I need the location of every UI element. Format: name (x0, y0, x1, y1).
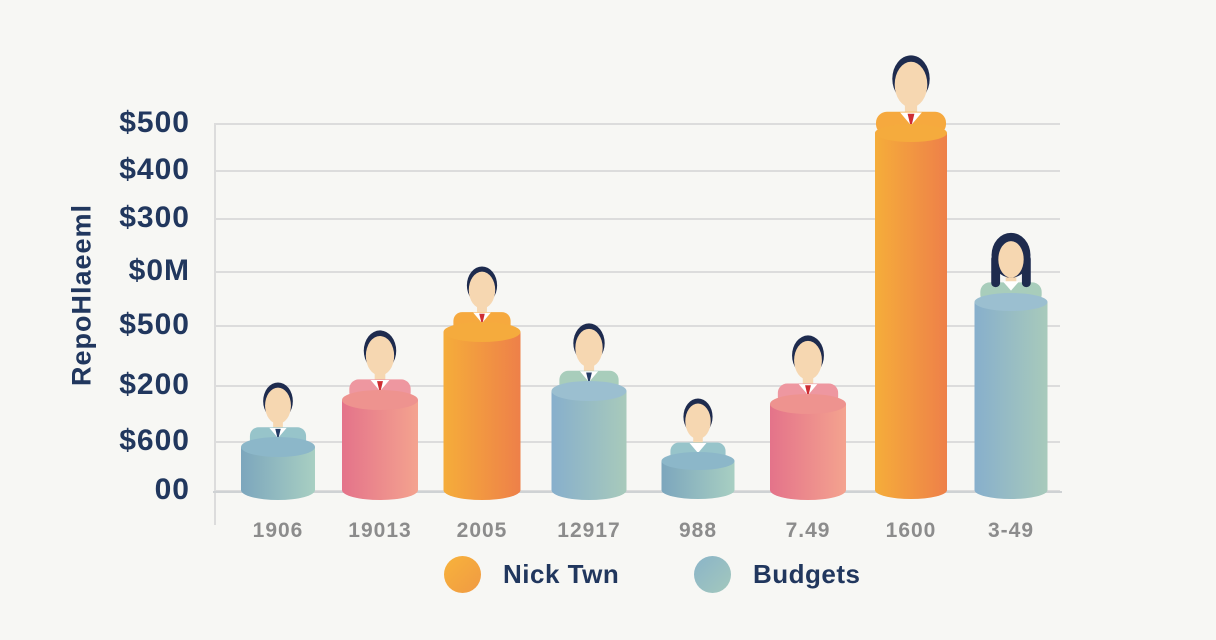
y-tick-label: $0M (128, 254, 190, 287)
legend-label: Nick Twn (503, 559, 620, 589)
person-face (575, 328, 603, 368)
x-axis-label: 2005 (456, 519, 508, 542)
person-face (685, 403, 711, 440)
bar-cylinder-body (443, 332, 521, 490)
person-face (365, 336, 395, 376)
person-tie (479, 313, 485, 326)
y-tick-label: $500 (119, 106, 190, 139)
bar-cylinder-bottom (241, 480, 315, 500)
gridline (215, 123, 1060, 125)
bar-cylinder-top (661, 452, 735, 470)
gridline (215, 218, 1060, 220)
bar-cylinder-bottom (875, 481, 947, 499)
x-axis-label: 1906 (252, 519, 304, 542)
bar-cylinder-bottom (770, 480, 846, 500)
y-tick-label: $200 (119, 368, 190, 401)
gridline (215, 441, 1060, 443)
x-axis-label: 7.49 (785, 519, 831, 542)
gridline (215, 271, 1060, 273)
person-hair-lock-right (1021, 254, 1031, 288)
legend-item-budgets: Budgets (694, 556, 861, 593)
bar-7.49 (770, 335, 846, 500)
person-face (265, 387, 291, 424)
bar-cylinder-body (551, 391, 627, 490)
bar-3-49 (974, 232, 1048, 499)
x-axis-label: 3-49 (987, 519, 1035, 542)
bar-cylinder-body (974, 302, 1048, 490)
bar-cylinder-top (342, 390, 418, 410)
bar-cylinder-body (875, 133, 947, 490)
bar-cylinder-top (443, 322, 521, 342)
gridline (215, 170, 1060, 172)
person-face (894, 61, 928, 108)
legend-label: Budgets (753, 559, 861, 589)
bar-cylinder-top (770, 394, 846, 414)
bar-cylinder-bottom (551, 480, 627, 500)
legend-swatch-orange (444, 556, 481, 593)
person-tie (805, 385, 811, 398)
person-face (468, 271, 496, 309)
bar-cylinder-top (551, 381, 627, 401)
x-axis-label: 988 (678, 519, 718, 542)
person-tie (377, 381, 383, 394)
bar-cylinder-top (241, 437, 315, 457)
legend-item-nick-twn: Nick Twn (444, 556, 619, 593)
y-tick-label: $600 (119, 424, 190, 457)
person-tie (275, 428, 281, 441)
person-face (794, 340, 822, 380)
y-tick-label: 00 (154, 473, 190, 506)
x-axis-baseline (213, 491, 1062, 493)
bar-cylinder-body (770, 404, 846, 490)
bar-cylinder-bottom (974, 481, 1048, 499)
y-tick-label: $400 (119, 153, 190, 186)
x-axis-label: 19013 (348, 519, 412, 542)
x-axis-label: 12917 (557, 519, 621, 542)
person-collar (689, 442, 707, 454)
bar-cylinder-body (342, 400, 418, 490)
person-neck (1005, 266, 1017, 291)
bar-1600 (875, 55, 947, 499)
person-hair-lock-left (991, 254, 1001, 288)
bar-12917 (551, 323, 627, 500)
person-collar (1002, 281, 1020, 291)
gridline (215, 385, 1060, 387)
bar-19013 (342, 330, 418, 500)
bar-cylinder-bottom (661, 481, 735, 499)
bar-2005 (443, 266, 521, 500)
bar-1906 (241, 382, 315, 500)
bar-988 (661, 398, 735, 499)
x-axis-label: 1600 (885, 519, 937, 542)
bar-cylinder-top (875, 124, 947, 142)
y-tick-label: $500 (119, 308, 190, 341)
y-axis-line (214, 123, 216, 525)
legend-swatch-blue (694, 556, 731, 593)
bar-cylinder-bottom (342, 480, 418, 500)
person-tie (907, 113, 915, 129)
bar-cylinder-top (974, 293, 1048, 311)
gridline (215, 325, 1060, 327)
y-tick-label: $300 (119, 201, 190, 234)
person-tie (586, 372, 592, 385)
bar-cylinder-bottom (443, 480, 521, 500)
person-face (998, 241, 1024, 278)
